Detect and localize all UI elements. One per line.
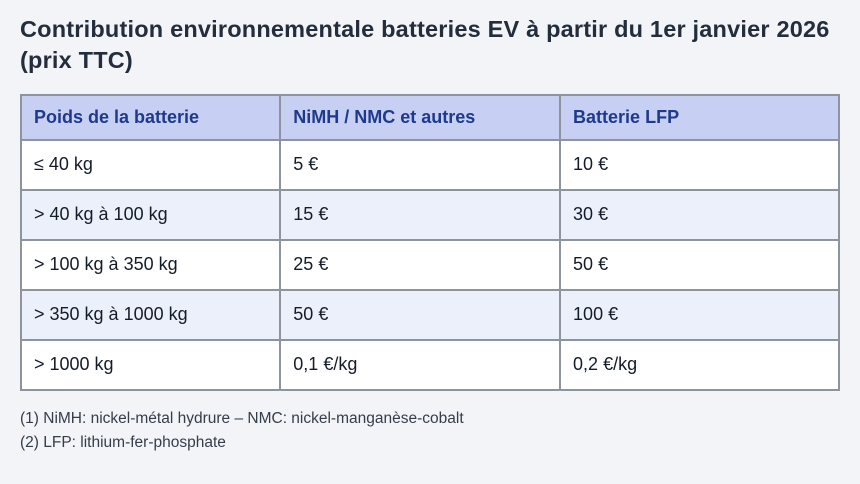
page-title: Contribution environnementale batteries … (20, 16, 830, 74)
cell-weight-range: > 40 kg à 100 kg (19, 188, 282, 241)
table-row: > 100 kg à 350 kg 25 € 50 € (19, 238, 840, 291)
cell-lfp-price: 30 € (559, 188, 840, 241)
cell-nimh-nmc-price: 50 € (279, 288, 562, 341)
battery-contribution-table: Poids de la batterie NiMH / NMC et autre… (19, 93, 840, 391)
cell-weight-range: > 100 kg à 350 kg (19, 238, 282, 291)
cell-nimh-nmc-price: 15 € (279, 188, 562, 241)
cell-nimh-nmc-price: 25 € (279, 238, 562, 291)
column-header-nimh-nmc: NiMH / NMC et autres (279, 93, 562, 141)
cell-nimh-nmc-price: 5 € (279, 138, 562, 191)
table-header-row: Poids de la batterie NiMH / NMC et autre… (19, 93, 840, 141)
cell-lfp-price: 0,2 €/kg (559, 338, 840, 391)
column-header-battery-weight: Poids de la batterie (19, 93, 282, 141)
cell-lfp-price: 100 € (559, 288, 840, 341)
footnote-lfp: (2) LFP: lithium-fer-phosphate (20, 433, 226, 451)
table-body: ≤ 40 kg 5 € 10 € > 40 kg à 100 kg 15 € 3… (19, 138, 840, 391)
page: Contribution environnementale batteries … (19, 16, 840, 455)
table-row: ≤ 40 kg 5 € 10 € (19, 138, 840, 191)
cell-weight-range: > 1000 kg (19, 338, 282, 391)
cell-weight-range: > 350 kg à 1000 kg (19, 288, 282, 341)
column-header-lfp: Batterie LFP (559, 93, 840, 141)
cell-lfp-price: 50 € (559, 238, 840, 291)
cell-weight-range: ≤ 40 kg (19, 138, 282, 191)
footnote-nimh-nmc: (1) NiMH: nickel-métal hydrure – NMC: ni… (20, 409, 464, 427)
table-row: > 40 kg à 100 kg 15 € 30 € (19, 188, 840, 241)
table-row: > 1000 kg 0,1 €/kg 0,2 €/kg (19, 338, 840, 391)
cell-lfp-price: 10 € (559, 138, 840, 191)
footnotes: (1) NiMH: nickel-métal hydrure – NMC: ni… (20, 407, 840, 455)
table-row: > 350 kg à 1000 kg 50 € 100 € (19, 288, 840, 341)
cell-nimh-nmc-price: 0,1 €/kg (279, 338, 562, 391)
table-header: Poids de la batterie NiMH / NMC et autre… (19, 93, 840, 141)
